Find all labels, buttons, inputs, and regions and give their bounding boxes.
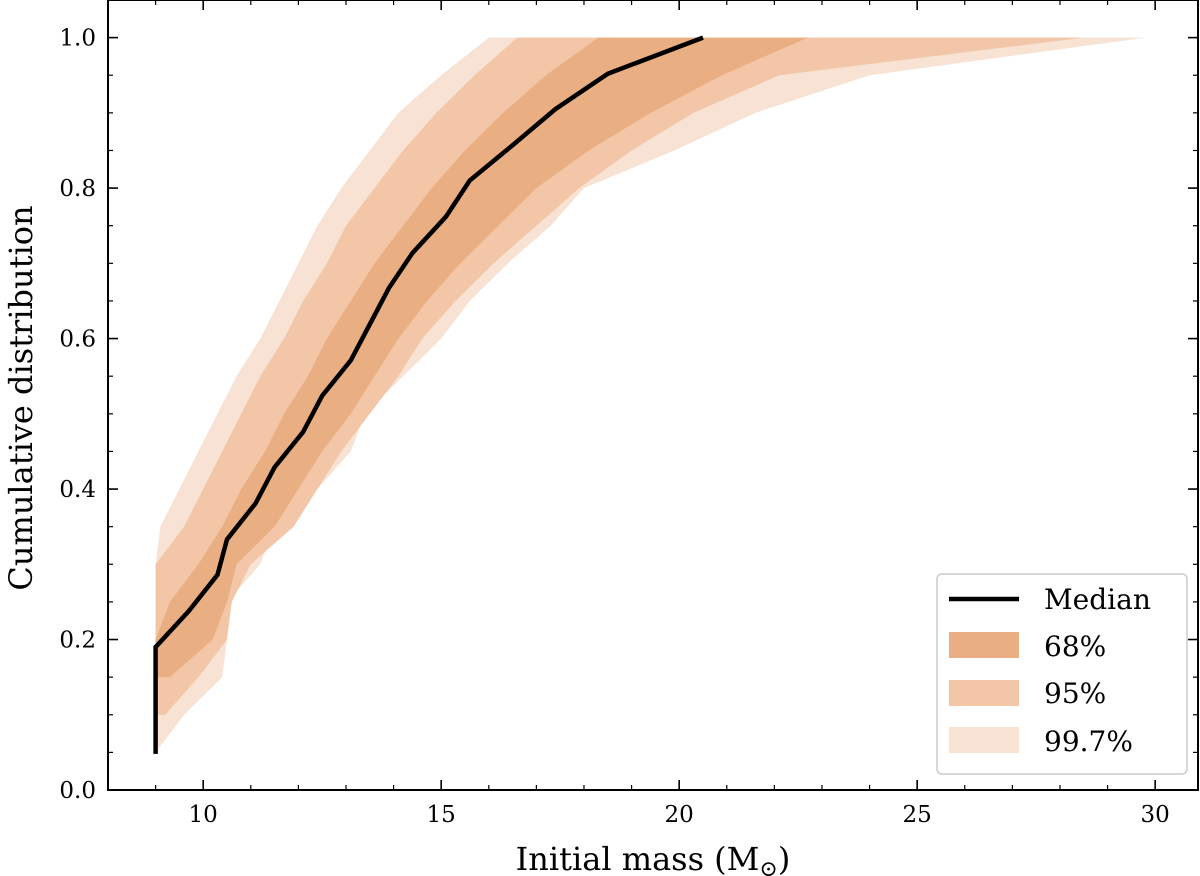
- confidence-bands: [155, 37, 1146, 753]
- y-axis-label: Cumulative distribution: [2, 205, 40, 590]
- median-line: [153, 35, 704, 754]
- x-tick-label: 20: [665, 802, 694, 828]
- legend-median-label: Median: [1044, 583, 1151, 616]
- y-tick-label: 1.0: [59, 26, 96, 52]
- legend: Median 68% 95% 99.7%: [936, 573, 1188, 775]
- x-tick-label: 15: [427, 802, 456, 828]
- y-tick-label: 0.6: [59, 327, 96, 353]
- y-tick-label: 0.2: [59, 628, 96, 654]
- y-tick-label: 0.4: [59, 477, 96, 503]
- legend-997-label: 99.7%: [1044, 725, 1133, 758]
- legend-95-label: 95%: [1044, 677, 1106, 710]
- x-axis-label: Initial mass (M⊙): [516, 840, 791, 876]
- y-tick-label: 0.0: [59, 778, 96, 804]
- x-tick-label: 10: [189, 802, 218, 828]
- legend-95-swatch: [949, 680, 1019, 706]
- median-series: [153, 35, 704, 754]
- legend-68-label: 68%: [1044, 630, 1106, 663]
- plot-frame: [107, 0, 1199, 791]
- legend-997-swatch: [949, 727, 1019, 753]
- band-95: [155, 37, 1084, 715]
- y-tick-labels: 0.0 0.2 0.4 0.6 0.8 1.0: [59, 26, 96, 804]
- legend-68-swatch: [949, 632, 1019, 658]
- legend-box: [936, 573, 1188, 775]
- y-tick-label: 0.8: [59, 176, 96, 202]
- band-68: [155, 37, 808, 678]
- x-tick-label: 30: [1141, 802, 1170, 828]
- x-tick-labels: 10 15 20 25 30: [189, 802, 1170, 828]
- x-tick-label: 25: [903, 802, 932, 828]
- x-axis-label-subscript: ⊙: [759, 857, 777, 876]
